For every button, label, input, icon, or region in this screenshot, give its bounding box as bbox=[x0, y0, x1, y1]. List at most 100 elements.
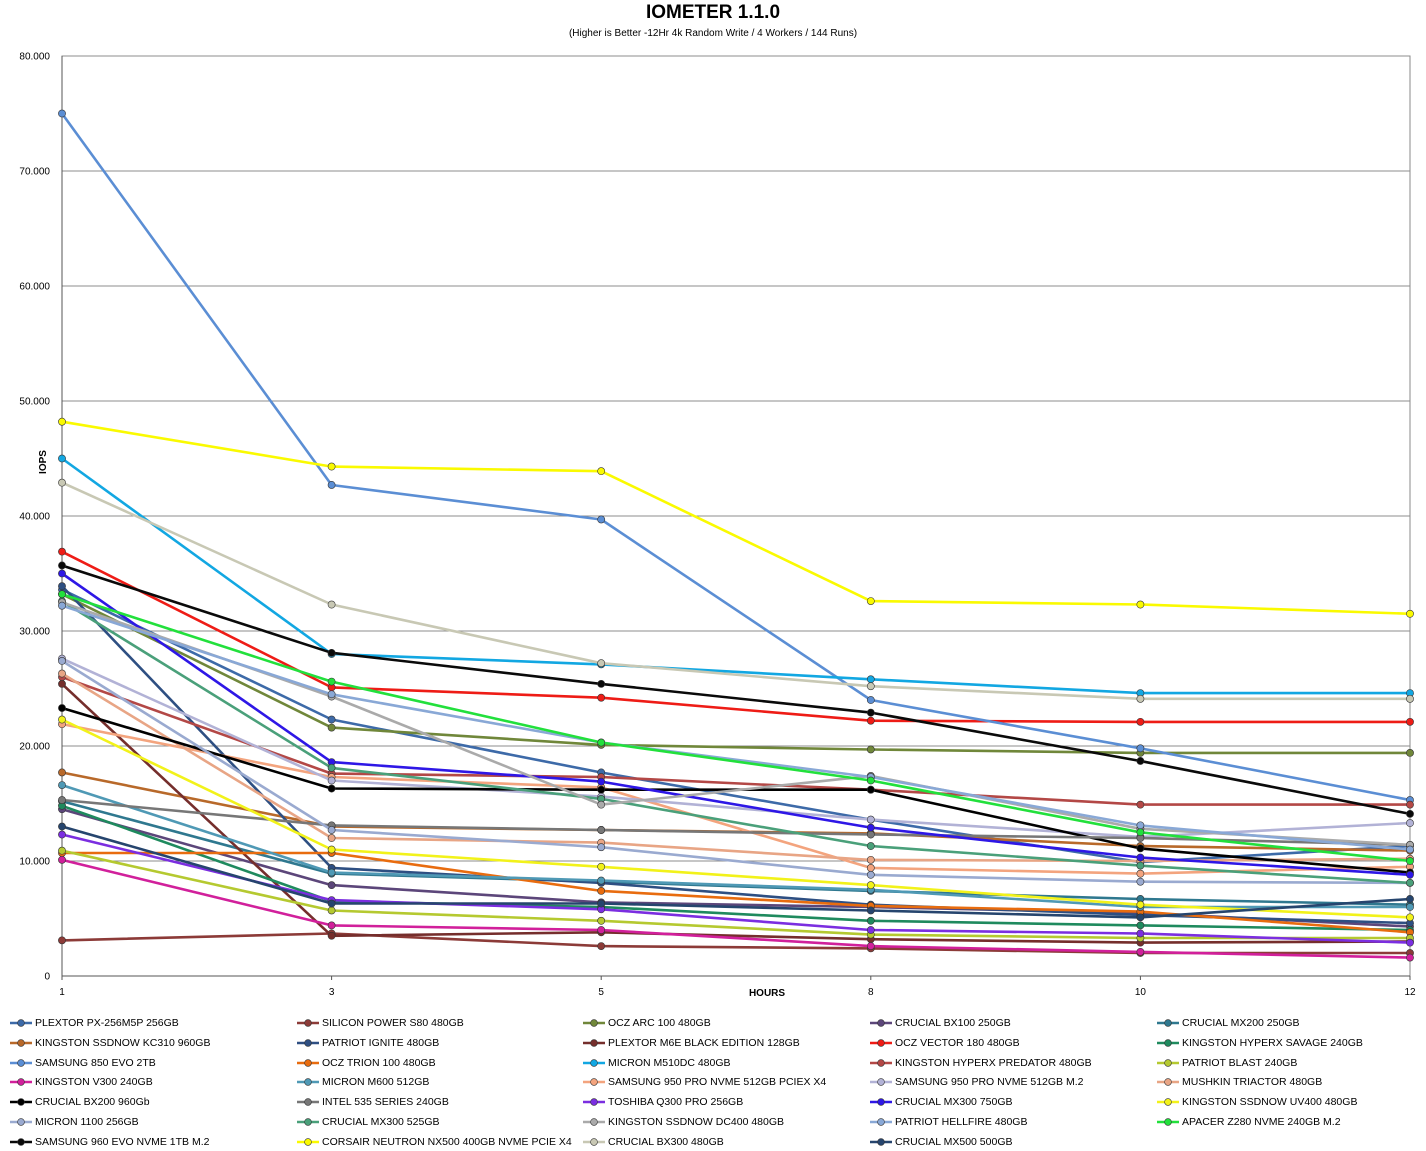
legend-item: APACER Z280 NVME 240GB M.2 bbox=[1157, 1113, 1341, 1131]
legend-swatch-marker bbox=[877, 1118, 885, 1126]
data-point bbox=[866, 597, 875, 605]
data-point bbox=[1406, 845, 1414, 854]
data-point bbox=[58, 822, 66, 831]
series-line bbox=[61, 825, 1411, 919]
series-line bbox=[61, 420, 1411, 616]
data-point bbox=[327, 845, 336, 854]
legend-label: MUSHKIN TRIACTOR 480GB bbox=[1182, 1076, 1323, 1089]
legend-swatch bbox=[10, 1118, 32, 1126]
chart-subtitle: (Higher is Better -12Hr 4k Random Write … bbox=[568, 28, 858, 39]
legend-item: MUSHKIN TRIACTOR 480GB bbox=[1157, 1073, 1322, 1091]
data-point bbox=[1136, 821, 1145, 830]
legend-item: PATRIOT IGNITE 480GB bbox=[297, 1034, 439, 1052]
data-point bbox=[327, 921, 336, 930]
data-point bbox=[597, 926, 606, 934]
data-point bbox=[1406, 749, 1414, 757]
series-33 bbox=[58, 822, 1414, 922]
legend-item: KINGSTON V300 240GB bbox=[10, 1073, 153, 1091]
data-point bbox=[1136, 844, 1145, 853]
data-point bbox=[597, 942, 606, 950]
legend-label: APACER Z280 NVME 240GB M.2 bbox=[1182, 1116, 1341, 1128]
legend-item: SAMSUNG 950 PRO NVME 512GB M.2 bbox=[870, 1073, 1083, 1091]
y-axis-label: IOPS bbox=[38, 450, 49, 474]
legend-swatch bbox=[583, 1098, 605, 1106]
data-point bbox=[866, 870, 875, 879]
legend-label: PATRIOT HELLFIRE 480GB bbox=[895, 1116, 1028, 1128]
data-point bbox=[58, 547, 66, 556]
data-point bbox=[1136, 757, 1145, 765]
y-tick-label: 50.000 bbox=[19, 397, 50, 408]
series-line bbox=[61, 592, 1411, 863]
series-line bbox=[61, 657, 1411, 839]
data-point bbox=[327, 906, 336, 915]
legend-swatch-marker bbox=[1164, 1098, 1172, 1106]
legend-label: KINGSTON SSDNOW KC310 960GB bbox=[35, 1036, 211, 1049]
data-point bbox=[1406, 609, 1414, 618]
legend-label: MICRON M510DC 480GB bbox=[608, 1056, 731, 1069]
legend-swatch-marker bbox=[304, 1118, 312, 1126]
legend-item: OCZ ARC 100 480GB bbox=[583, 1014, 711, 1032]
data-point bbox=[327, 784, 336, 793]
legend-item: CRUCIAL BX100 250GB bbox=[870, 1014, 1011, 1032]
data-point bbox=[597, 826, 606, 834]
legend-item: PLEXTOR PX-256M5P 256GB bbox=[10, 1014, 179, 1032]
legend-swatch-marker bbox=[590, 1058, 598, 1067]
data-point bbox=[58, 478, 66, 487]
series-23 bbox=[58, 569, 1414, 879]
data-point bbox=[58, 855, 66, 864]
y-tick-label: 0 bbox=[44, 972, 50, 983]
legend-swatch bbox=[1157, 1039, 1179, 1047]
data-point bbox=[1136, 921, 1145, 930]
legend-swatch bbox=[870, 1058, 892, 1067]
legend-label: SILICON POWER S80 480GB bbox=[322, 1017, 464, 1029]
legend-swatch bbox=[10, 1058, 32, 1067]
y-tick-label: 70.000 bbox=[19, 167, 50, 178]
data-point bbox=[1406, 913, 1414, 922]
series-line bbox=[61, 833, 1411, 944]
legend-swatch bbox=[1157, 1019, 1179, 1027]
legend-swatch-marker bbox=[877, 1078, 885, 1087]
data-point bbox=[327, 600, 336, 609]
y-tick-label: 40.000 bbox=[19, 512, 50, 523]
data-point bbox=[866, 716, 875, 725]
series-line bbox=[61, 675, 1410, 806]
data-point bbox=[327, 763, 336, 772]
data-point bbox=[58, 582, 66, 591]
data-point bbox=[1406, 953, 1414, 962]
legend-label: KINGSTON SSDNOW DC400 480GB bbox=[608, 1116, 785, 1128]
legend-swatch bbox=[1157, 1078, 1179, 1087]
legend-swatch bbox=[297, 1138, 319, 1146]
legend-swatch bbox=[870, 1138, 892, 1146]
series-line bbox=[61, 550, 1410, 724]
y-tick-label: 60.000 bbox=[19, 282, 50, 293]
series-32 bbox=[58, 478, 1414, 703]
data-point bbox=[1406, 895, 1414, 903]
series-31 bbox=[58, 417, 1414, 618]
data-point bbox=[58, 561, 66, 570]
legend-swatch bbox=[870, 1098, 892, 1106]
data-point bbox=[866, 823, 875, 832]
data-point bbox=[1136, 853, 1145, 862]
legend-swatch-marker bbox=[1164, 1039, 1172, 1047]
legend-swatch-marker bbox=[17, 1098, 25, 1106]
legend-swatch-marker bbox=[590, 1019, 598, 1027]
series-25 bbox=[58, 657, 1414, 887]
legend-swatch-marker bbox=[877, 1098, 885, 1106]
data-point bbox=[866, 708, 875, 717]
line-chart: 0 10.000 20.000 30.000 40.000 50.000 60.000 70.… bbox=[19, 52, 1416, 1000]
legend-swatch-marker bbox=[17, 1138, 25, 1146]
legend-swatch-marker bbox=[304, 1078, 312, 1087]
legend-swatch bbox=[297, 1078, 319, 1087]
legend-item: CRUCIAL MX200 250GB bbox=[1157, 1014, 1300, 1032]
legend-item: SAMSUNG 850 EVO 2TB bbox=[10, 1054, 156, 1072]
legend-swatch bbox=[583, 1118, 605, 1126]
data-point bbox=[327, 690, 336, 699]
legend-swatch-marker bbox=[304, 1098, 312, 1106]
legend-swatch bbox=[10, 1039, 32, 1047]
series-line bbox=[61, 858, 1411, 959]
legend-swatch-marker bbox=[1164, 1118, 1172, 1126]
data-point bbox=[327, 677, 336, 686]
legend-label: CRUCIAL MX200 250GB bbox=[1182, 1017, 1300, 1029]
data-point bbox=[327, 723, 336, 732]
series-lines bbox=[58, 109, 1414, 962]
